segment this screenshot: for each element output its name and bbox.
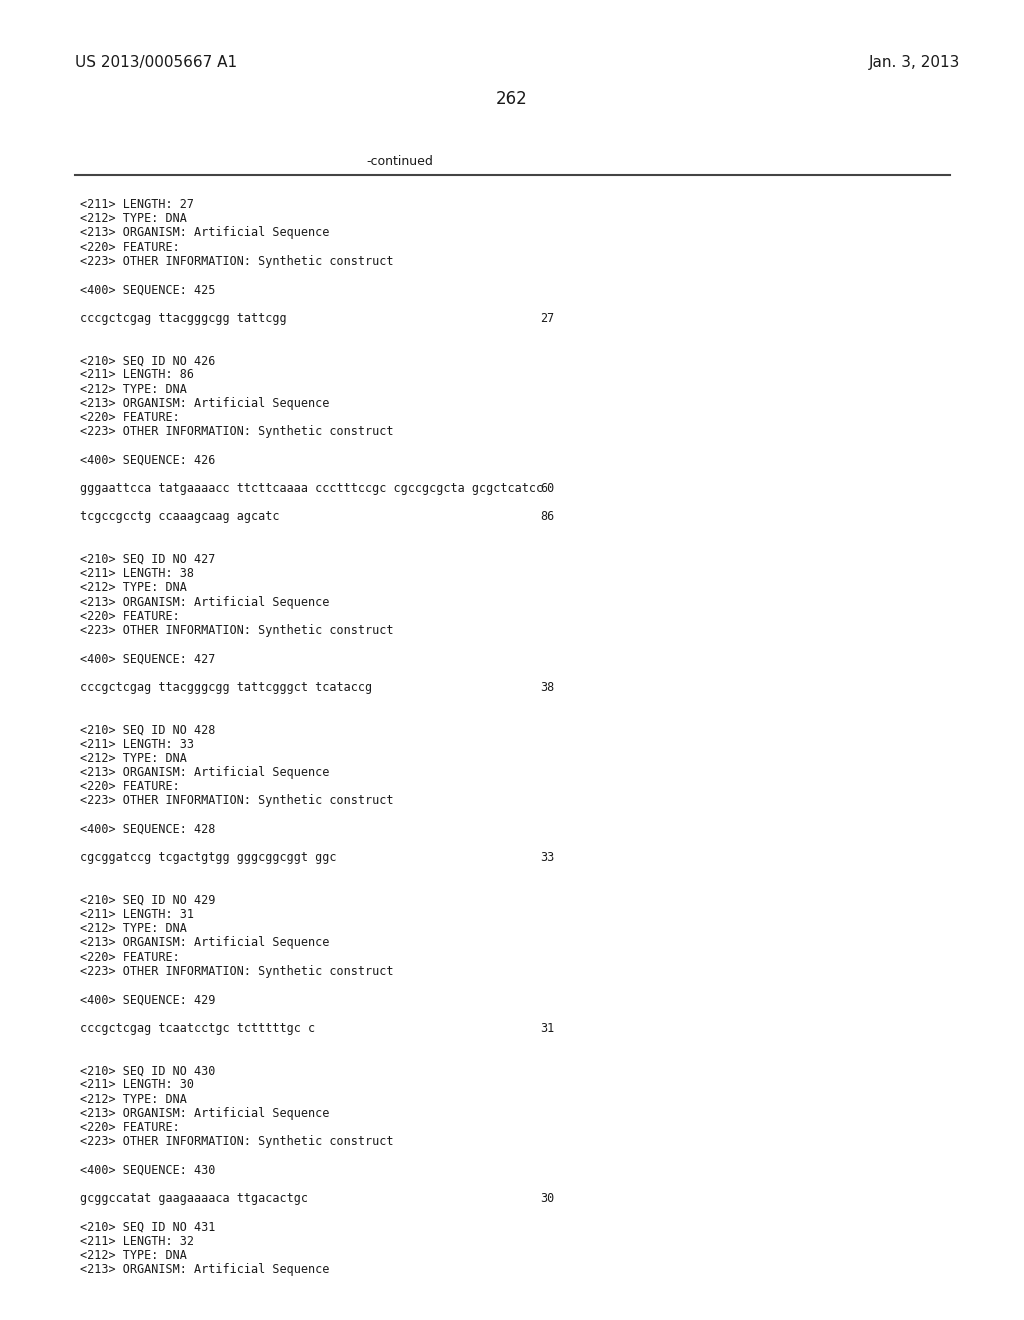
Text: <211> LENGTH: 31: <211> LENGTH: 31: [80, 908, 194, 921]
Text: 30: 30: [540, 1192, 554, 1205]
Text: 31: 31: [540, 1022, 554, 1035]
Text: 33: 33: [540, 851, 554, 865]
Text: <220> FEATURE:: <220> FEATURE:: [80, 411, 180, 424]
Text: <212> TYPE: DNA: <212> TYPE: DNA: [80, 752, 186, 764]
Text: cccgctcgag ttacgggcgg tattcgggct tcataccg: cccgctcgag ttacgggcgg tattcgggct tcatacc…: [80, 681, 372, 694]
Text: <400> SEQUENCE: 425: <400> SEQUENCE: 425: [80, 284, 215, 296]
Text: -continued: -continued: [367, 154, 433, 168]
Text: <213> ORGANISM: Artificial Sequence: <213> ORGANISM: Artificial Sequence: [80, 397, 330, 409]
Text: Jan. 3, 2013: Jan. 3, 2013: [868, 55, 961, 70]
Text: cccgctcgag ttacgggcgg tattcgg: cccgctcgag ttacgggcgg tattcgg: [80, 312, 287, 325]
Text: <213> ORGANISM: Artificial Sequence: <213> ORGANISM: Artificial Sequence: [80, 227, 330, 239]
Text: <213> ORGANISM: Artificial Sequence: <213> ORGANISM: Artificial Sequence: [80, 1106, 330, 1119]
Text: <210> SEQ ID NO 426: <210> SEQ ID NO 426: [80, 354, 215, 367]
Text: <212> TYPE: DNA: <212> TYPE: DNA: [80, 1249, 186, 1262]
Text: <400> SEQUENCE: 428: <400> SEQUENCE: 428: [80, 822, 215, 836]
Text: 86: 86: [540, 511, 554, 524]
Text: <213> ORGANISM: Artificial Sequence: <213> ORGANISM: Artificial Sequence: [80, 936, 330, 949]
Text: <212> TYPE: DNA: <212> TYPE: DNA: [80, 923, 186, 935]
Text: <212> TYPE: DNA: <212> TYPE: DNA: [80, 581, 186, 594]
Text: US 2013/0005667 A1: US 2013/0005667 A1: [75, 55, 238, 70]
Text: <223> OTHER INFORMATION: Synthetic construct: <223> OTHER INFORMATION: Synthetic const…: [80, 624, 393, 638]
Text: 262: 262: [496, 90, 528, 108]
Text: <400> SEQUENCE: 427: <400> SEQUENCE: 427: [80, 652, 215, 665]
Text: 38: 38: [540, 681, 554, 694]
Text: <400> SEQUENCE: 429: <400> SEQUENCE: 429: [80, 993, 215, 1006]
Text: <211> LENGTH: 33: <211> LENGTH: 33: [80, 738, 194, 751]
Text: <211> LENGTH: 38: <211> LENGTH: 38: [80, 568, 194, 581]
Text: <210> SEQ ID NO 431: <210> SEQ ID NO 431: [80, 1221, 215, 1233]
Text: <400> SEQUENCE: 430: <400> SEQUENCE: 430: [80, 1164, 215, 1176]
Text: cccgctcgag tcaatcctgc tctttttgc c: cccgctcgag tcaatcctgc tctttttgc c: [80, 1022, 315, 1035]
Text: <210> SEQ ID NO 428: <210> SEQ ID NO 428: [80, 723, 215, 737]
Text: <210> SEQ ID NO 427: <210> SEQ ID NO 427: [80, 553, 215, 566]
Text: <213> ORGANISM: Artificial Sequence: <213> ORGANISM: Artificial Sequence: [80, 595, 330, 609]
Text: <212> TYPE: DNA: <212> TYPE: DNA: [80, 1093, 186, 1106]
Text: 60: 60: [540, 482, 554, 495]
Text: <220> FEATURE:: <220> FEATURE:: [80, 780, 180, 793]
Text: <213> ORGANISM: Artificial Sequence: <213> ORGANISM: Artificial Sequence: [80, 766, 330, 779]
Text: 27: 27: [540, 312, 554, 325]
Text: <223> OTHER INFORMATION: Synthetic construct: <223> OTHER INFORMATION: Synthetic const…: [80, 1135, 393, 1148]
Text: <223> OTHER INFORMATION: Synthetic construct: <223> OTHER INFORMATION: Synthetic const…: [80, 255, 393, 268]
Text: <223> OTHER INFORMATION: Synthetic construct: <223> OTHER INFORMATION: Synthetic const…: [80, 965, 393, 978]
Text: gcggccatat gaagaaaaca ttgacactgc: gcggccatat gaagaaaaca ttgacactgc: [80, 1192, 308, 1205]
Text: <211> LENGTH: 86: <211> LENGTH: 86: [80, 368, 194, 381]
Text: gggaattcca tatgaaaacc ttcttcaaaa ccctttccgc cgccgcgcta gcgctcatcc: gggaattcca tatgaaaacc ttcttcaaaa ccctttc…: [80, 482, 543, 495]
Text: <223> OTHER INFORMATION: Synthetic construct: <223> OTHER INFORMATION: Synthetic const…: [80, 425, 393, 438]
Text: <220> FEATURE:: <220> FEATURE:: [80, 950, 180, 964]
Text: <213> ORGANISM: Artificial Sequence: <213> ORGANISM: Artificial Sequence: [80, 1263, 330, 1276]
Text: tcgccgcctg ccaaagcaag agcatc: tcgccgcctg ccaaagcaag agcatc: [80, 511, 280, 524]
Text: <220> FEATURE:: <220> FEATURE:: [80, 240, 180, 253]
Text: <400> SEQUENCE: 426: <400> SEQUENCE: 426: [80, 454, 215, 466]
Text: <211> LENGTH: 27: <211> LENGTH: 27: [80, 198, 194, 211]
Text: <210> SEQ ID NO 430: <210> SEQ ID NO 430: [80, 1064, 215, 1077]
Text: <212> TYPE: DNA: <212> TYPE: DNA: [80, 383, 186, 396]
Text: <211> LENGTH: 32: <211> LENGTH: 32: [80, 1234, 194, 1247]
Text: <210> SEQ ID NO 429: <210> SEQ ID NO 429: [80, 894, 215, 907]
Text: cgcggatccg tcgactgtgg gggcggcggt ggc: cgcggatccg tcgactgtgg gggcggcggt ggc: [80, 851, 337, 865]
Text: <220> FEATURE:: <220> FEATURE:: [80, 1121, 180, 1134]
Text: <212> TYPE: DNA: <212> TYPE: DNA: [80, 213, 186, 226]
Text: <220> FEATURE:: <220> FEATURE:: [80, 610, 180, 623]
Text: <223> OTHER INFORMATION: Synthetic construct: <223> OTHER INFORMATION: Synthetic const…: [80, 795, 393, 808]
Text: <211> LENGTH: 30: <211> LENGTH: 30: [80, 1078, 194, 1092]
